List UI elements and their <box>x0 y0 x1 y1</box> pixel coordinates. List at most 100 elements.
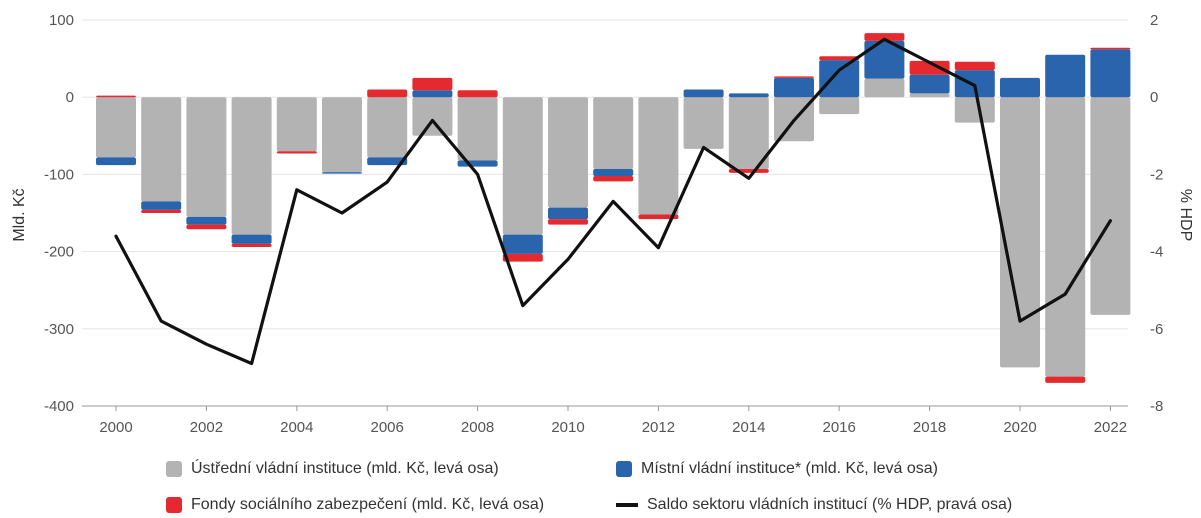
balance-line <box>114 37 1113 366</box>
bar-central <box>457 97 498 161</box>
balance-line-layer <box>114 37 1113 366</box>
bar-social <box>1045 376 1086 383</box>
y-tick-label-right: 0 <box>1150 89 1158 106</box>
axes: 100 0 -100 -200 -300 -400 2 0 -2 -4 -6 -8 2000 2002 20… <box>44 12 1163 436</box>
x-tick-label: 2016 <box>823 419 856 436</box>
bar-local <box>412 90 453 98</box>
bar-social <box>593 175 634 182</box>
y-tick-label-left: 100 <box>49 12 74 29</box>
legend-swatch-central <box>166 461 182 477</box>
bar-social <box>186 224 227 230</box>
bar-central <box>141 97 182 202</box>
x-tick-label: 2008 <box>461 419 494 436</box>
bar-social <box>548 219 588 225</box>
legend-item-central: Ústřední vládní instituce (mld. Kč, levá… <box>166 460 499 478</box>
bar-social <box>276 151 317 154</box>
y-tick-label-right: -2 <box>1150 166 1163 183</box>
bar-social <box>412 77 453 91</box>
bar-central <box>1045 97 1086 377</box>
bar-social <box>141 209 182 213</box>
bar-local <box>231 234 272 244</box>
bar-local <box>186 216 227 225</box>
bar-social <box>457 90 498 98</box>
x-tick-label: 2012 <box>642 419 675 436</box>
bar-social <box>231 243 272 247</box>
x-tick-label: 2018 <box>913 419 946 436</box>
bar-local <box>367 157 408 166</box>
bar-social <box>774 76 814 78</box>
y-tick-label-left: -200 <box>44 244 74 261</box>
bar-central <box>96 97 136 158</box>
legend-label-central: Ústřední vládní instituce (mld. Kč, levá… <box>191 460 499 477</box>
bar-local <box>548 207 588 220</box>
bar-local <box>502 234 543 254</box>
bar-central <box>593 97 634 169</box>
y-tick-label-right: -4 <box>1150 244 1163 261</box>
y-tick-label-left: -300 <box>44 321 74 338</box>
bar-central <box>548 97 588 208</box>
legend: Ústřední vládní instituce (mld. Kč, levá… <box>0 452 1201 518</box>
bar-central <box>276 97 317 152</box>
x-tick-label: 2004 <box>280 419 313 436</box>
y-tick-label-right: -6 <box>1150 321 1163 338</box>
bar-local <box>819 60 860 98</box>
legend-item-balance: Saldo sektoru vládních institucí (% HDP,… <box>616 496 1012 514</box>
bar-local <box>593 168 634 176</box>
bar-social <box>96 95 136 98</box>
legend-label-local: Místní vládní instituce* (mld. Kč, levá … <box>641 460 938 477</box>
bar-central <box>909 93 950 98</box>
bar-central <box>864 78 905 98</box>
bar-local <box>774 77 814 98</box>
bar-central <box>1000 97 1040 368</box>
bar-local <box>683 89 724 98</box>
bar-central <box>412 97 453 136</box>
bar-local <box>322 172 362 174</box>
x-tick-label: 2006 <box>371 419 404 436</box>
x-tick-label: 2020 <box>1003 419 1036 436</box>
legend-item-social: Fondy sociálního zabezpečení (mld. Kč, l… <box>166 496 544 514</box>
bar-local <box>728 93 769 98</box>
legend-swatch-balance <box>616 503 638 507</box>
legend-swatch-social <box>166 497 182 513</box>
bar-local <box>141 201 182 210</box>
bar-local <box>1045 54 1086 98</box>
bar-central <box>186 97 227 217</box>
bars <box>96 33 1131 383</box>
bar-social <box>954 61 995 71</box>
y-tick-label-left: -100 <box>44 166 74 183</box>
bar-central <box>683 97 724 149</box>
bar-local <box>954 70 995 98</box>
y-tick-label-right: -8 <box>1150 398 1163 415</box>
x-tick-label: 2000 <box>99 419 132 436</box>
bar-local <box>864 40 905 79</box>
chart-area: 100 0 -100 -200 -300 -400 2 0 -2 -4 -6 -8 2000 2002 20… <box>11 12 1194 436</box>
chart-svg: 100 0 -100 -200 -300 -400 2 0 -2 -4 -6 -8 2000 2002 20… <box>11 12 1194 436</box>
bar-social <box>502 253 543 262</box>
y-tick-label-left: -400 <box>44 398 74 415</box>
bar-central <box>367 97 408 158</box>
y-axis-title-right: % HDP <box>1177 189 1194 241</box>
bar-central <box>502 97 543 235</box>
bar-local <box>96 157 136 166</box>
bar-social <box>819 56 860 61</box>
legend-label-balance: Saldo sektoru vládních institucí (% HDP,… <box>647 496 1013 513</box>
bar-local <box>909 74 950 94</box>
legend-swatch-local <box>616 461 632 477</box>
legend-label-social: Fondy sociálního zabezpečení (mld. Kč, l… <box>191 496 545 513</box>
bar-central <box>231 97 272 235</box>
x-tick-label: 2022 <box>1094 419 1127 436</box>
bar-social <box>638 214 679 220</box>
x-tick-label: 2014 <box>732 419 765 436</box>
bar-social <box>1090 47 1131 50</box>
bar-local <box>1000 77 1040 98</box>
legend-item-local: Místní vládní instituce* (mld. Kč, levá … <box>616 460 938 478</box>
y-tick-label-left: 0 <box>66 89 74 106</box>
y-axis-title-left: Mld. Kč <box>11 188 28 241</box>
bar-social <box>864 33 905 41</box>
bar-central <box>819 97 860 115</box>
y-tick-label-right: 2 <box>1150 12 1158 29</box>
x-tick-label: 2010 <box>551 419 584 436</box>
bar-local <box>457 160 498 167</box>
x-tick-label: 2002 <box>190 419 223 436</box>
bar-local <box>1090 49 1131 98</box>
